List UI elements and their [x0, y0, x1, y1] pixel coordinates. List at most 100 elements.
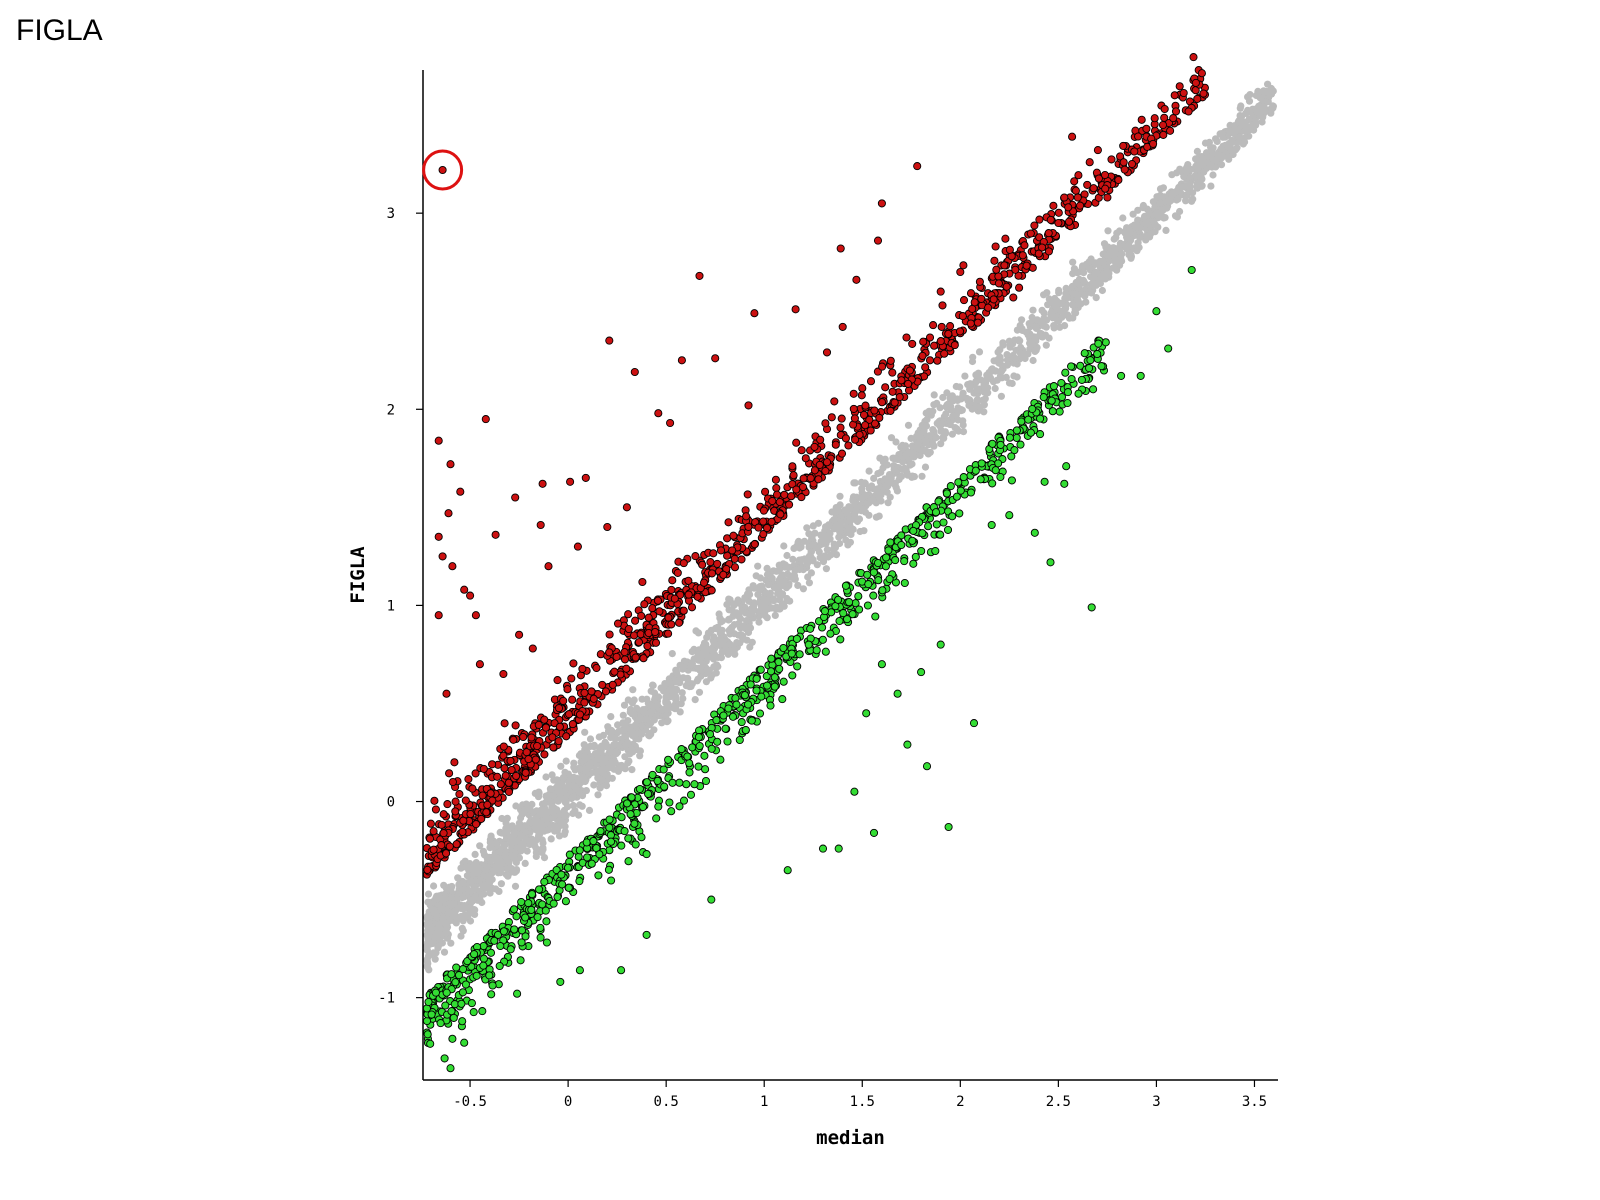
data-point: [1062, 462, 1071, 471]
data-point: [653, 776, 662, 785]
neutral-point: [1218, 130, 1226, 138]
neutral-point: [491, 854, 499, 863]
neutral-point: [1139, 201, 1147, 210]
data-point: [556, 977, 565, 986]
neutral-point: [858, 485, 866, 493]
neutral-point: [650, 716, 658, 724]
data-point: [610, 667, 619, 676]
neutral-point: [988, 365, 996, 373]
data-point: [992, 265, 1001, 274]
data-point: [506, 945, 515, 954]
neutral-point: [716, 635, 725, 643]
neutral-point: [1168, 191, 1176, 199]
data-point: [939, 518, 948, 527]
neutral-point: [755, 598, 764, 607]
data-point: [1067, 374, 1076, 384]
neutral-point: [1217, 145, 1225, 153]
data-point: [624, 624, 633, 634]
data-point: [458, 988, 467, 997]
data-point: [528, 644, 537, 653]
neutral-point: [444, 885, 452, 893]
neutral-point: [890, 455, 898, 463]
data-point: [1057, 392, 1067, 402]
data-point: [1197, 69, 1206, 78]
neutral-point: [664, 702, 672, 710]
neutral-point: [909, 449, 918, 457]
neutral-point: [660, 687, 668, 695]
neutral-point: [807, 569, 816, 577]
neutral-point: [869, 496, 877, 504]
neutral-point: [1255, 102, 1263, 110]
data-point: [712, 716, 721, 725]
neutral-point: [1029, 356, 1037, 365]
neutral-point: [870, 474, 878, 482]
data-point: [785, 500, 794, 509]
data-point: [642, 778, 651, 787]
data-point: [1068, 132, 1077, 141]
neutral-point: [783, 582, 791, 591]
data-point: [925, 356, 935, 365]
data-point: [814, 475, 823, 484]
data-point: [1152, 307, 1161, 316]
neutral-point: [581, 728, 589, 736]
data-point: [821, 419, 830, 428]
neutral-point: [1134, 223, 1142, 231]
neutral-point: [790, 571, 798, 579]
neutral-point: [858, 494, 866, 502]
data-point: [677, 356, 686, 365]
data-point: [1199, 89, 1208, 98]
data-point: [1005, 511, 1014, 520]
neutral-point: [976, 403, 984, 411]
data-point: [557, 870, 566, 879]
neutral-point: [863, 500, 871, 508]
neutral-point: [972, 371, 980, 379]
data-point: [573, 542, 582, 551]
data-point: [580, 698, 589, 707]
neutral-point: [620, 701, 629, 709]
neutral-point: [979, 396, 987, 404]
neutral-point: [504, 872, 512, 880]
neutral-point: [1236, 104, 1244, 112]
data-point: [493, 772, 502, 781]
neutral-point: [809, 557, 817, 565]
data-point: [911, 552, 920, 561]
neutral-point: [921, 463, 930, 471]
data-point: [862, 709, 871, 718]
neutral-point: [884, 499, 892, 507]
data-point: [943, 525, 953, 534]
x-tick-label: 3: [1152, 1094, 1160, 1110]
neutral-point: [647, 708, 655, 717]
neutral-point: [897, 472, 906, 480]
neutral-point: [1115, 243, 1123, 251]
data-point: [729, 531, 738, 540]
neutral-point: [1228, 136, 1236, 144]
data-point: [909, 559, 918, 568]
neutral-point: [780, 542, 788, 550]
data-point: [836, 635, 845, 644]
neutral-point: [514, 824, 523, 832]
neutral-point: [1092, 294, 1100, 302]
data-point: [719, 570, 728, 579]
neutral-point: [637, 729, 645, 738]
data-point: [527, 890, 537, 899]
data-point: [1193, 94, 1202, 103]
neutral-point: [1093, 269, 1101, 277]
neutral-point: [595, 733, 603, 741]
neutral-point: [973, 396, 981, 404]
data-point: [422, 1016, 432, 1026]
data-point: [852, 275, 861, 284]
neutral-point: [642, 715, 650, 723]
data-point: [491, 530, 500, 539]
data-point: [479, 764, 488, 773]
data-point: [596, 827, 605, 836]
neutral-point: [748, 638, 756, 646]
data-point: [770, 682, 779, 691]
data-point: [776, 510, 785, 519]
neutral-point: [1041, 331, 1050, 339]
data-point: [821, 647, 830, 656]
data-point: [450, 1000, 459, 1009]
data-point: [451, 978, 460, 987]
data-point: [448, 562, 457, 571]
data-point: [756, 665, 765, 674]
neutral-point: [622, 741, 630, 749]
